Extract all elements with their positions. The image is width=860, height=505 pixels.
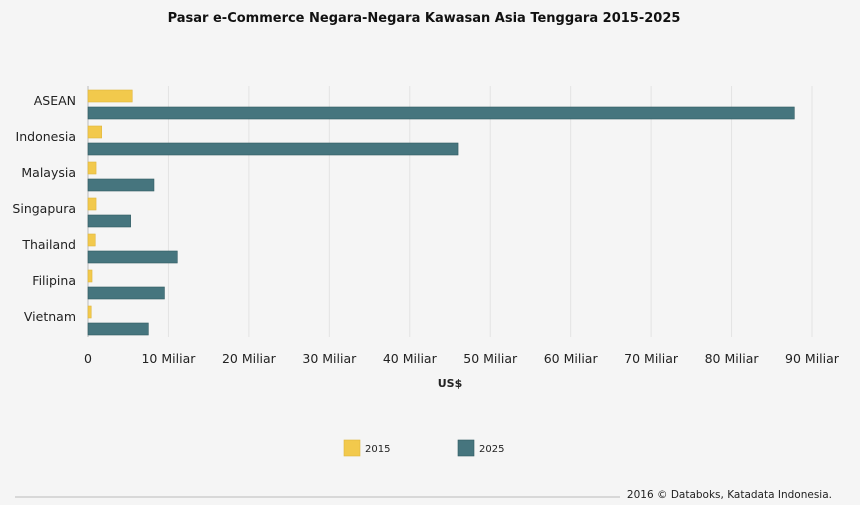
bar-2015-filipina (87, 269, 93, 283)
category-label: Vietnam (24, 309, 76, 324)
bar-2015-indonesia (87, 125, 102, 139)
bar-2015-vietnam (87, 305, 92, 319)
legend-swatch-2025 (457, 439, 475, 457)
chart-title: Pasar e-Commerce Negara-Negara Kawasan A… (168, 11, 681, 26)
x-axis-title: US$ (438, 377, 463, 390)
bar-2015-thailand (87, 233, 96, 247)
x-tick-label: 50 Miliar (463, 351, 518, 366)
category-label: Indonesia (16, 129, 76, 144)
bar-2015-singapura (87, 197, 97, 211)
x-tick-label: 40 Miliar (383, 351, 438, 366)
legend-swatch-2015 (343, 439, 361, 457)
legend-label: 2025 (479, 444, 504, 455)
grid (87, 86, 813, 337)
x-tick-label: 20 Miliar (222, 351, 277, 366)
legend-label: 2015 (365, 444, 390, 455)
bar-2025-malaysia (87, 178, 155, 192)
x-tick-labels: 0 10 Miliar 20 Miliar 30 Miliar 40 Miliar 50 … (84, 351, 840, 366)
bar-2025-indonesia (87, 142, 459, 156)
source-text: 2016 © Databoks, Katadata Indonesia. (627, 489, 832, 501)
x-tick-label: 90 Miliar (785, 351, 840, 366)
bar-2025-asean (87, 106, 795, 120)
x-tick-label: 0 (84, 351, 92, 366)
bar-2015-asean (87, 89, 133, 103)
x-tick-label: 30 Miliar (302, 351, 357, 366)
bar-2025-vietnam (87, 322, 149, 336)
bar-2025-singapura (87, 214, 131, 228)
category-label: Malaysia (21, 165, 76, 180)
bars (87, 89, 795, 336)
bar-2025-thailand (87, 250, 178, 264)
category-labels: ASEAN Indonesia Malaysia Singapura Thailand F… (12, 93, 76, 324)
legend: 2015 2025 (343, 439, 504, 457)
category-label: Filipina (32, 273, 76, 288)
x-tick-label: 70 Miliar (624, 351, 679, 366)
bar-2015-malaysia (87, 161, 97, 175)
x-tick-label: 80 Miliar (705, 351, 760, 366)
category-label: Thailand (21, 237, 76, 252)
category-label: ASEAN (34, 93, 76, 108)
category-label: Singapura (12, 201, 76, 216)
x-tick-label: 10 Miliar (141, 351, 196, 366)
x-tick-label: 60 Miliar (544, 351, 599, 366)
bar-2025-filipina (87, 286, 165, 300)
